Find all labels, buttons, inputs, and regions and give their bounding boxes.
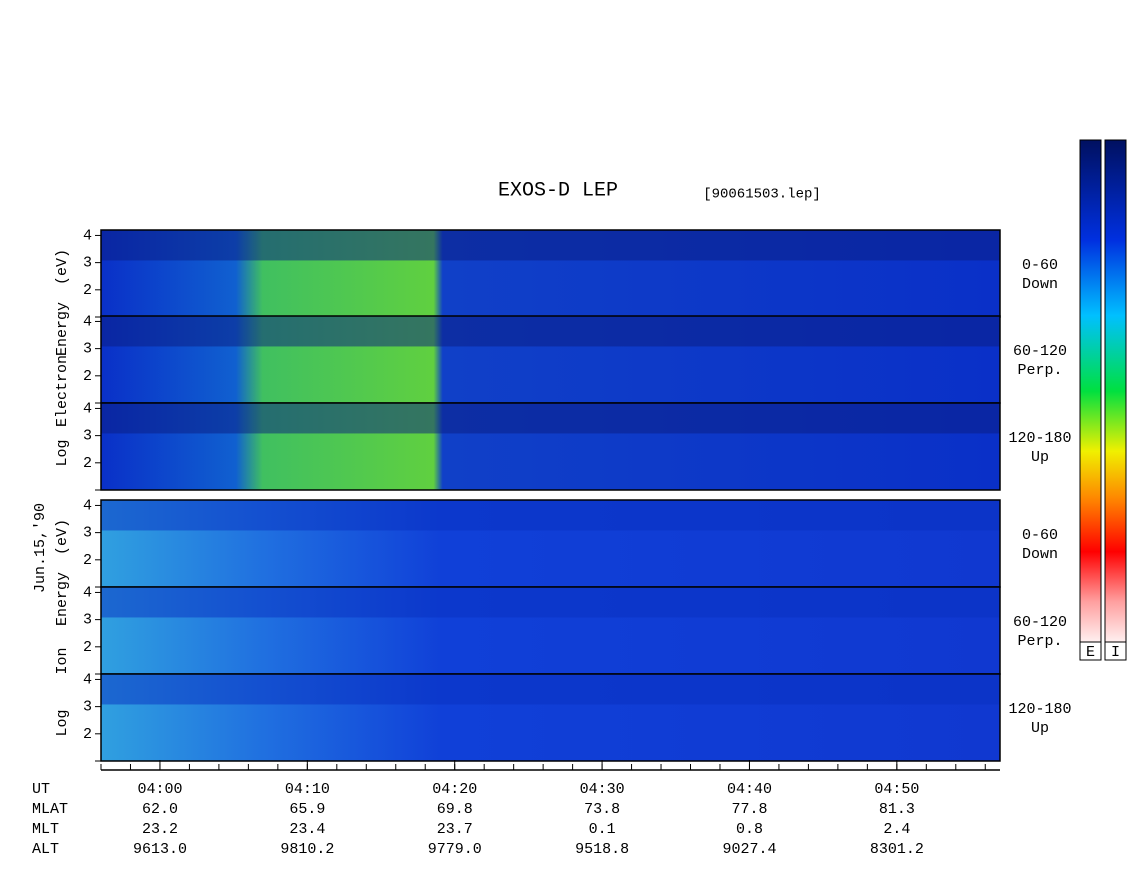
y-axis-label: (eV) xyxy=(54,249,71,285)
ephemeris-value: 69.8 xyxy=(437,801,473,818)
channel-label: Down xyxy=(1022,276,1058,293)
panel-frame xyxy=(100,402,1001,491)
colorbar xyxy=(1104,139,1127,643)
spectrogram-band xyxy=(101,230,1000,261)
x-tick-label: 04:20 xyxy=(432,781,477,798)
y-axis-label: Ion xyxy=(54,647,71,674)
spectrogram-band xyxy=(101,316,1000,347)
colorbar-label-box xyxy=(1079,641,1102,661)
ephemeris-value: 0.8 xyxy=(736,821,763,838)
y-tick-label: 4 xyxy=(83,400,92,417)
y-tick-label: 3 xyxy=(83,525,92,542)
y-tick-label: 4 xyxy=(83,584,92,601)
channel-label: Up xyxy=(1031,720,1049,737)
spectrogram-band xyxy=(101,403,1000,434)
x-tick-label: 04:30 xyxy=(580,781,625,798)
y-tick-label: 4 xyxy=(83,497,92,514)
ephemeris-value: 62.0 xyxy=(142,801,178,818)
ephemeris-value: 0.1 xyxy=(589,821,616,838)
y-tick-label: 2 xyxy=(83,552,92,569)
x-axis-label: UT xyxy=(32,781,50,798)
y-tick-label: 3 xyxy=(83,255,92,272)
ephemeris-value: 23.7 xyxy=(437,821,473,838)
y-tick-label: 2 xyxy=(83,455,92,472)
ephemeris-value: 9027.4 xyxy=(722,841,776,858)
colorbar xyxy=(1079,139,1102,643)
x-tick-label: 04:10 xyxy=(285,781,330,798)
ephemeris-value: 8301.2 xyxy=(870,841,924,858)
y-tick-label: 3 xyxy=(83,699,92,716)
y-axis-label: (eV) xyxy=(54,519,71,555)
ephemeris-value: 23.2 xyxy=(142,821,178,838)
y-tick-label: 4 xyxy=(83,313,92,330)
colorbar-label: I xyxy=(1111,644,1120,661)
y-tick-label: 2 xyxy=(83,368,92,385)
y-tick-label: 2 xyxy=(83,282,92,299)
date-label: Jun.15,'90 xyxy=(32,503,49,593)
ephemeris-value: 9810.2 xyxy=(280,841,334,858)
y-axis-label: Energy xyxy=(54,572,71,626)
channel-label: 60-120 xyxy=(1013,343,1067,360)
y-axis-label: Electron xyxy=(54,355,71,427)
ephemeris-value: 65.9 xyxy=(289,801,325,818)
ephemeris-name: MLT xyxy=(32,821,59,838)
ephemeris-value: 2.4 xyxy=(883,821,910,838)
y-tick-label: 3 xyxy=(83,612,92,629)
channel-label: 60-120 xyxy=(1013,614,1067,631)
colorbar-label: E xyxy=(1086,644,1095,661)
channel-label: Up xyxy=(1031,449,1049,466)
channel-label: Perp. xyxy=(1017,362,1062,379)
channel-label: 0-60 xyxy=(1022,527,1058,544)
channel-label: 120-180 xyxy=(1008,430,1071,447)
y-tick-label: 3 xyxy=(83,341,92,358)
y-tick-label: 2 xyxy=(83,726,92,743)
y-axis-label: Log xyxy=(54,439,71,466)
y-tick-label: 3 xyxy=(83,428,92,445)
ephemeris-name: MLAT xyxy=(32,801,68,818)
ephemeris-value: 9518.8 xyxy=(575,841,629,858)
ephemeris-value: 73.8 xyxy=(584,801,620,818)
y-tick-label: 2 xyxy=(83,639,92,656)
ephemeris-value: 9779.0 xyxy=(428,841,482,858)
file-name: [90061503.lep] xyxy=(703,187,821,203)
ephemeris-value: 9613.0 xyxy=(133,841,187,858)
y-tick-label: 4 xyxy=(83,671,92,688)
y-tick-label: 4 xyxy=(83,227,92,244)
ephemeris-value: 81.3 xyxy=(879,801,915,818)
x-tick-label: 04:00 xyxy=(137,781,182,798)
colorbar-label-box xyxy=(1104,641,1127,661)
ephemeris-value: 77.8 xyxy=(731,801,767,818)
spectrogram-band xyxy=(101,674,1000,705)
channel-label: 120-180 xyxy=(1008,701,1071,718)
panel-frame xyxy=(100,673,1001,762)
channel-label: Down xyxy=(1022,546,1058,563)
y-axis-label: Energy xyxy=(54,302,71,356)
chart-title: EXOS-D LEP xyxy=(498,179,618,202)
channel-label: Perp. xyxy=(1017,633,1062,650)
ephemeris-name: ALT xyxy=(32,841,59,858)
y-axis-label: Log xyxy=(54,709,71,736)
x-tick-label: 04:40 xyxy=(727,781,772,798)
channel-label: 0-60 xyxy=(1022,257,1058,274)
spectrogram-band xyxy=(101,500,1000,531)
x-tick-label: 04:50 xyxy=(874,781,919,798)
ephemeris-value: 23.4 xyxy=(289,821,325,838)
spectrogram-band xyxy=(101,587,1000,618)
